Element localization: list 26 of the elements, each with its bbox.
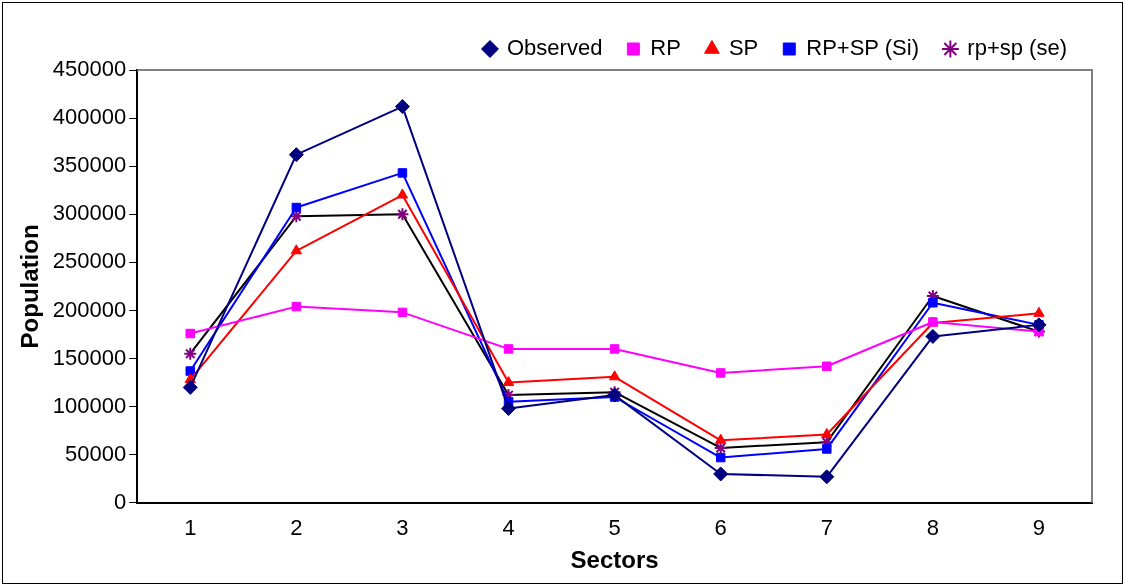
y-tick-label: 250000: [52, 248, 127, 274]
x-tick-label: 6: [714, 515, 727, 541]
y-tick-label: 300000: [52, 200, 127, 226]
x-tick-label: 3: [396, 515, 409, 541]
x-axis-title: Sectors: [570, 546, 659, 574]
y-axis-title: Population: [16, 224, 44, 349]
y-tick-label: 50000: [65, 440, 127, 466]
y-tick-label: 350000: [52, 152, 127, 178]
x-tick-label: 7: [820, 515, 833, 541]
x-tick-label: 2: [290, 515, 303, 541]
y-tick-label: 400000: [52, 104, 127, 130]
y-tick-label: 150000: [52, 344, 127, 370]
y-tick-label: 100000: [52, 392, 127, 418]
legend-label: SP: [728, 35, 759, 61]
x-tick-label: 8: [926, 515, 939, 541]
legend-label: RP+SP (Si): [806, 35, 919, 61]
legend-label: Observed: [506, 35, 603, 61]
x-tick-label: 5: [608, 515, 621, 541]
y-tick-label: 0: [113, 488, 127, 514]
y-tick-label: 450000: [52, 56, 127, 82]
legend-label: rp+sp (se): [967, 35, 1068, 61]
x-tick-label: 4: [502, 515, 515, 541]
y-tick-label: 200000: [52, 296, 127, 322]
x-tick-label: 9: [1032, 515, 1046, 541]
x-tick-label: 1: [184, 515, 197, 541]
legend-label: RP: [650, 35, 681, 61]
